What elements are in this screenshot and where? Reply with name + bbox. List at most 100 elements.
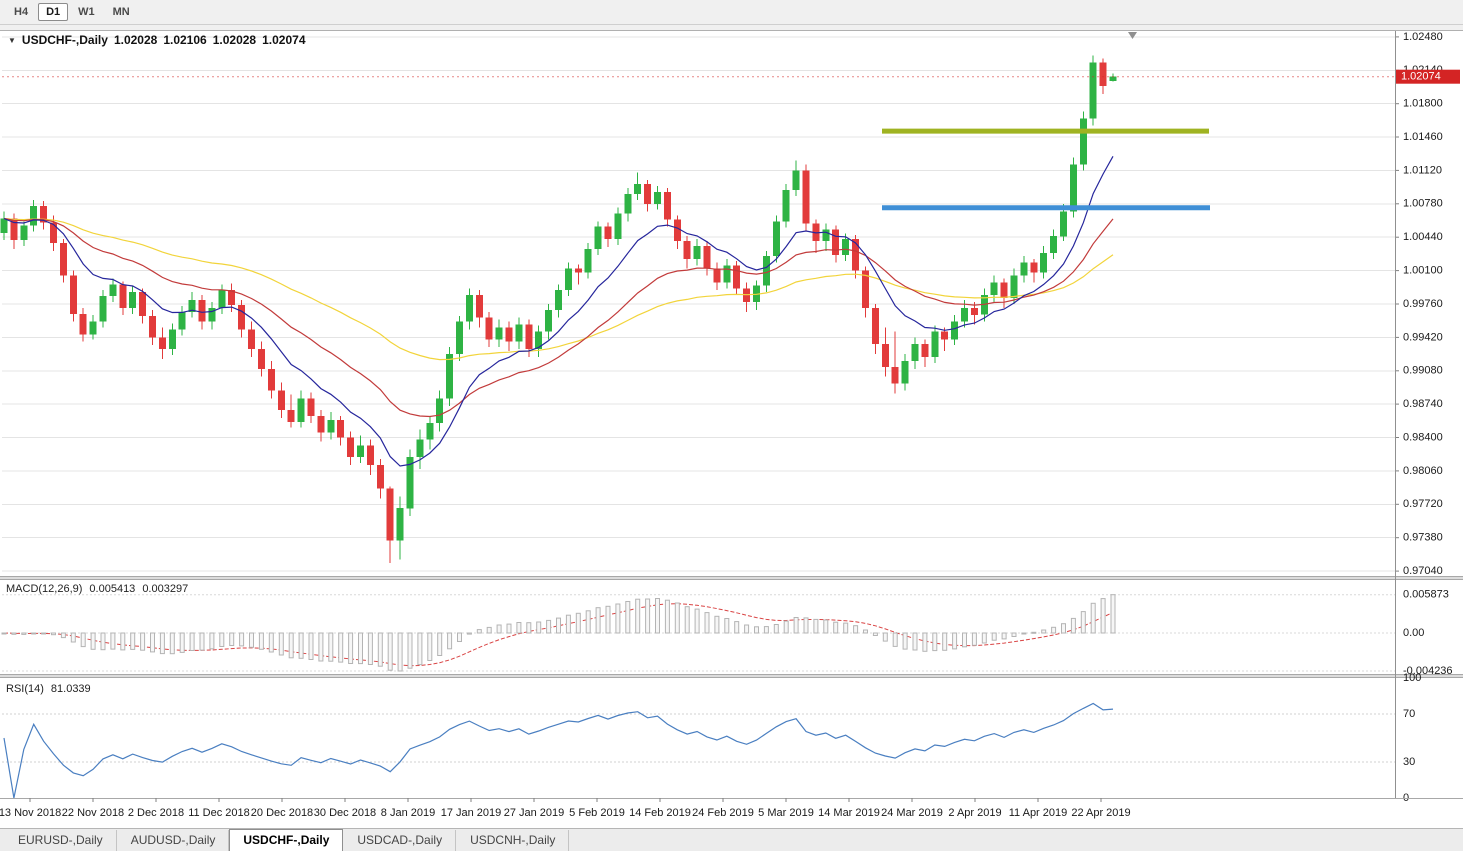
candle [723,265,731,283]
rsi-axis-label: 0 [1403,792,1409,804]
symbol-name: USDCHF-,Daily [21,33,108,47]
ohlc-low: 1.02028 [212,33,257,47]
rsi-pane-divider[interactable] [0,674,1463,678]
date-axis-label: 22 Nov 2018 [62,807,124,819]
time-axis[interactable] [0,798,1463,828]
chart-window: 1.024801.021401.018001.014601.011201.007… [0,26,1463,851]
candle [1079,118,1087,165]
candles-layer [0,55,1117,564]
date-axis-label: 24 Mar 2019 [881,807,943,819]
price-axis[interactable] [1396,30,1463,798]
period-button-d1[interactable]: D1 [38,3,69,21]
date-axis-label: 11 Dec 2018 [188,807,250,819]
candle [1020,262,1028,276]
candle [951,321,959,340]
period-button-w1[interactable]: W1 [78,6,95,18]
price-axis-label: 1.00100 [1403,265,1443,277]
chart-canvas[interactable]: 1.024801.021401.018001.014601.011201.007… [0,26,1463,828]
symbol-dropdown-arrow[interactable]: ▼ [8,35,16,45]
candle [1060,211,1067,237]
candle [911,344,919,361]
macd-histogram [1,594,1116,672]
candle [594,226,602,249]
chart-tab-audusddaily[interactable]: AUDUSD-,Daily [117,830,230,851]
date-axis-label: 2 Apr 2019 [948,807,1001,819]
candle [703,246,711,269]
macd-axis-label: 0.00 [1403,627,1424,639]
chart-shift-marker[interactable] [1128,32,1137,39]
candle [644,184,652,204]
candle [277,390,285,410]
candle [456,321,463,355]
price-axis-label: 1.01460 [1403,131,1443,143]
candle [465,295,473,322]
price-axis-label: 1.00440 [1403,231,1443,243]
candle [10,218,18,241]
candle [357,445,364,458]
rsi-pane: 100 70 30 0 [2,672,1421,804]
candle [713,268,721,283]
date-axis-label: 22 Apr 2019 [1071,807,1130,819]
candle [485,317,493,340]
candle [168,329,176,350]
candle [753,285,760,302]
price-axis-label: 0.97720 [1403,498,1443,510]
candle [99,296,107,322]
candle [366,445,374,465]
candle [327,419,335,433]
ohlc-open: 1.02028 [113,33,158,47]
macd-value-signal: 0.003297 [142,583,189,595]
candle [891,366,899,384]
ohlc-close: 1.02074 [262,33,306,47]
candle [218,290,226,308]
candle [535,331,543,350]
period-toolbar: H4 D1 W1 MN [0,0,1463,25]
candle [188,300,196,312]
rsi-axis-label: 30 [1403,756,1415,768]
date-axis-label: 27 Jan 2019 [504,807,565,819]
rsi-axis-label: 100 [1403,672,1421,684]
candle [970,307,978,315]
price-axis-label: 1.02480 [1403,31,1443,43]
candle [436,398,444,423]
rsi-value: 81.0339 [50,683,91,695]
candle [614,213,622,240]
candle [683,241,691,259]
chart-tab-usdcnhdaily[interactable]: USDCNH-,Daily [456,830,570,851]
period-button-h4[interactable]: H4 [14,6,29,18]
candle [238,305,246,330]
candle [733,265,741,289]
candle [40,205,48,223]
candle [426,422,434,440]
candle [297,398,305,422]
candle [822,229,830,242]
candle [1030,262,1038,273]
date-axis-label: 8 Jan 2019 [381,807,435,819]
candle [1099,62,1107,86]
candle [208,307,216,322]
price-axis-label: 0.97040 [1403,565,1443,577]
ohlc-high: 1.02106 [163,33,207,47]
period-button-mn[interactable]: MN [112,6,130,18]
chart-tab-eurusddaily[interactable]: EURUSD-,Daily [4,830,117,851]
macd-pane-divider[interactable] [0,576,1463,580]
chart-tab-usdcaddaily[interactable]: USDCAD-,Daily [343,830,457,851]
current-price-tag [1396,69,1460,84]
chart-tab-usdchfdaily[interactable]: USDCHF-,Daily [229,829,344,851]
candle [149,315,156,338]
candle [376,465,384,489]
price-axis-label: 1.01120 [1403,164,1442,176]
candle [416,439,424,458]
candle [604,226,612,240]
candle [446,354,454,399]
candle [772,221,780,256]
candle [109,284,117,297]
candle [634,184,642,194]
candle [584,249,592,273]
candle [89,321,97,335]
current-price-tag-text: 1.02074 [1401,71,1441,83]
candle [654,192,661,204]
candle [1040,252,1048,273]
macd-indicator-label: MACD(12,26,9) 0.005413 0.003297 [6,583,188,595]
rsi-name: RSI(14) [6,683,44,695]
